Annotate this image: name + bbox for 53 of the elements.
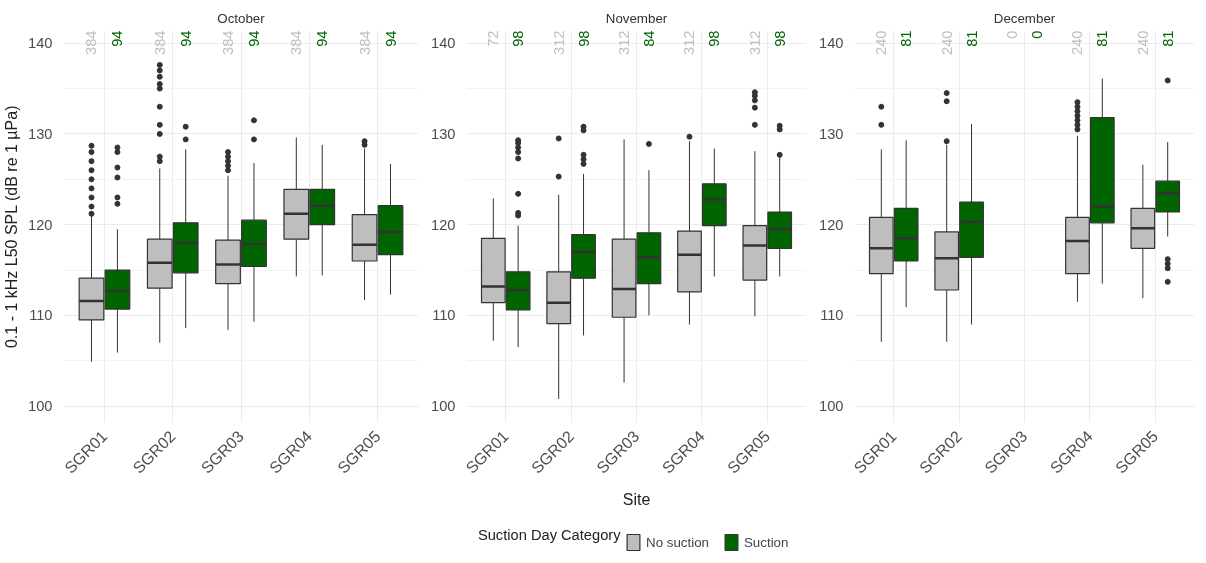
y-tick-label: 100 (28, 398, 53, 415)
y-axis-title: 0.1 - 1 kHz L50 SPL (dB re 1 µPa) (3, 105, 21, 349)
text: 84 (640, 30, 657, 47)
y-tick-label: 100 (819, 398, 844, 415)
y-tick-label: 130 (28, 125, 53, 142)
chart-title: November (605, 10, 668, 26)
text: 94 (109, 30, 126, 47)
y-tick-label: 140 (431, 35, 456, 52)
text: 94 (245, 30, 262, 47)
text: 384 (220, 30, 237, 55)
text: 384 (288, 30, 305, 55)
y-tick-label: 110 (432, 307, 456, 324)
text: 384 (83, 30, 100, 55)
text: 312 (681, 30, 698, 55)
text: 0 (1028, 30, 1045, 39)
text: 240 (873, 30, 890, 55)
y-tick-label: 110 (820, 307, 844, 324)
text: 0 (1004, 30, 1021, 39)
text: 81 (963, 30, 980, 47)
text: 98 (510, 30, 527, 47)
legend-label: Suction (743, 534, 789, 550)
text: 94 (177, 30, 194, 47)
text: 240 (938, 30, 955, 55)
legend-title: Suction Day Category (477, 526, 622, 543)
chart-title: December (993, 10, 1056, 26)
y-tick-label: 140 (28, 35, 53, 52)
legend-label: No suction (646, 534, 709, 550)
text: 98 (575, 30, 592, 47)
y-tick-label: 120 (28, 216, 53, 233)
text: 384 (356, 30, 373, 55)
text: 98 (706, 30, 723, 47)
x-axis-title: Site (622, 490, 651, 508)
text: 312 (746, 30, 763, 55)
text: 81 (1094, 30, 1111, 47)
text: 72 (485, 30, 502, 47)
chart-title: October (217, 10, 266, 26)
y-tick-label: 120 (819, 216, 844, 233)
y-tick-label: 130 (819, 125, 844, 142)
text: 384 (151, 30, 168, 55)
y-tick-label: 140 (819, 35, 844, 52)
text: 94 (382, 30, 399, 47)
text: 94 (314, 30, 331, 47)
text: 240 (1069, 30, 1086, 55)
y-tick-label: 110 (29, 307, 53, 324)
text: 81 (898, 30, 915, 47)
text: 312 (616, 30, 633, 55)
y-tick-label: 120 (431, 216, 456, 233)
y-tick-label: 100 (431, 398, 456, 415)
text: 240 (1134, 30, 1151, 55)
text: 98 (771, 30, 788, 47)
text: 312 (550, 30, 567, 55)
text: 81 (1159, 30, 1176, 47)
y-tick-label: 130 (431, 125, 456, 142)
